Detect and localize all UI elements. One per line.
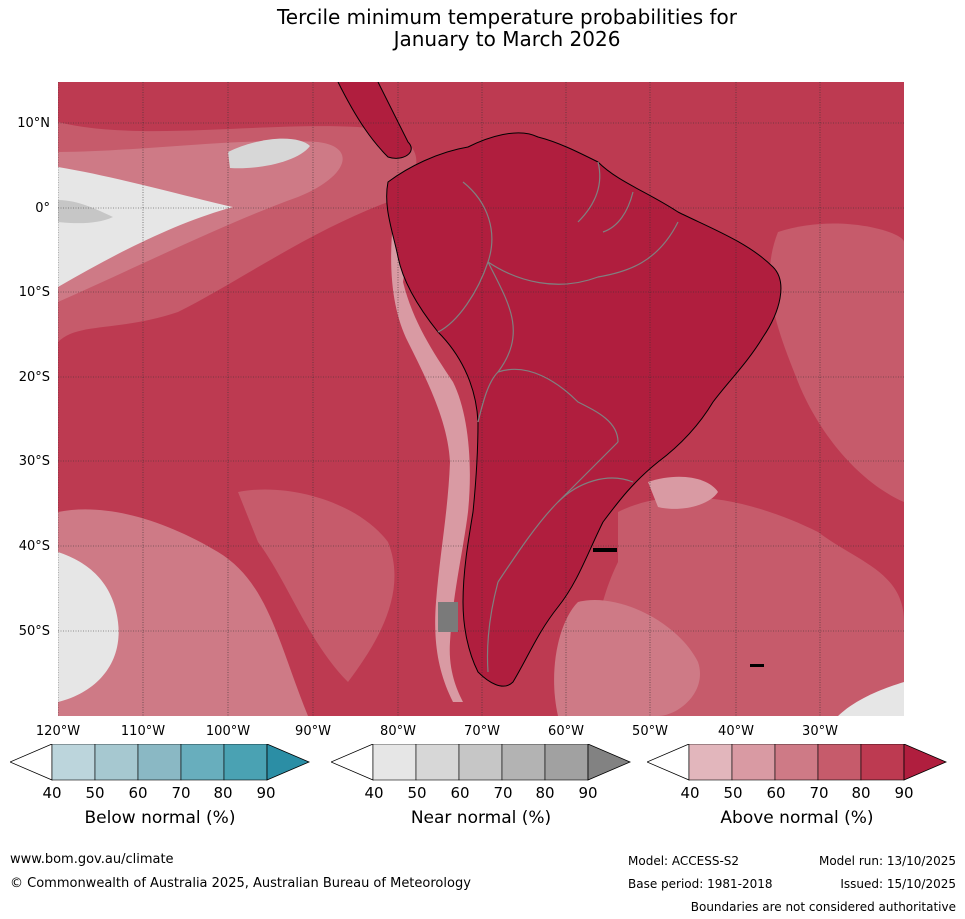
- probability-map: [58, 82, 904, 716]
- colorbar-near-tick: 50: [407, 784, 427, 802]
- colorbar-swatch: [544, 743, 589, 781]
- pacific-band-60: [58, 140, 343, 302]
- colorbar-swatch: [774, 743, 819, 781]
- brazil-coast-60: [648, 476, 718, 509]
- colorbar-above-tick: 70: [809, 784, 829, 802]
- colorbar-swatch: [860, 743, 905, 781]
- copyright: © Commonwealth of Australia 2025, Austra…: [10, 876, 471, 891]
- lon-label-30w: 30°W: [802, 724, 838, 739]
- model-name: Model: ACCESS-S2: [628, 854, 740, 868]
- lat-label-30s: 30°S: [18, 454, 50, 469]
- lat-label-20s: 20°S: [18, 370, 50, 385]
- map-canvas: [58, 82, 904, 716]
- colorbar-above-normal: [645, 743, 948, 786]
- lon-label-100w: 100°W: [205, 724, 251, 739]
- colorbar-under-arrow: [8, 743, 53, 781]
- lon-label-60w: 60°W: [548, 724, 584, 739]
- colorbar-swatch: [415, 743, 460, 781]
- colorbar-over-arrow: [266, 743, 311, 781]
- colorbar-near-normal-title: Near normal (%): [410, 808, 552, 828]
- east-atlantic-70: [769, 223, 904, 502]
- colorbar-near-tick: 80: [535, 784, 555, 802]
- colorbar-over-arrow: [587, 743, 632, 781]
- colorbar-below-normal-title: Below normal (%): [84, 808, 236, 828]
- far-southeast-near-normal: [838, 682, 904, 716]
- lat-label-10s: 10°S: [18, 285, 50, 300]
- country-borders: [437, 161, 679, 673]
- colorbar-above-tick: 60: [766, 784, 786, 802]
- islands: [438, 548, 764, 667]
- chart-title: Tercile minimum temperature probabilitie…: [0, 6, 965, 50]
- south-pacific-60: [58, 509, 308, 716]
- lon-label-40w: 40°W: [718, 724, 754, 739]
- colorbar-below-tick: 50: [85, 784, 105, 802]
- central-america-landmass: [338, 82, 412, 159]
- graticule: [58, 82, 904, 716]
- colorbar-below-tick: 60: [128, 784, 148, 802]
- colorbar-above-normal-title: Above normal (%): [720, 808, 874, 828]
- model-run: Model run: 13/10/2025: [818, 854, 956, 868]
- chile-fjords-near-normal: [438, 602, 458, 632]
- colorbar-swatch: [51, 743, 96, 781]
- colorbar-swatch: [688, 743, 733, 781]
- andes-lighter-strip: [391, 222, 470, 702]
- central-america-coastline: [337, 82, 412, 159]
- lat-label-50s: 50°S: [18, 624, 50, 639]
- south-pacific-near-normal: [58, 552, 119, 702]
- colorbar-above-tick: 40: [680, 784, 700, 802]
- colorbar-swatch: [137, 743, 182, 781]
- lon-label-80w: 80°W: [380, 724, 416, 739]
- colorbar-over-arrow: [903, 743, 948, 781]
- colorbar-swatch: [94, 743, 139, 781]
- lat-label-0: 0°: [35, 201, 50, 216]
- pacific-near-normal-tongue: [58, 167, 233, 287]
- colorbar-below-normal-swatches: [8, 743, 311, 781]
- south-georgia: [750, 664, 764, 667]
- boundaries-disclaimer: Boundaries are not considered authoritat…: [690, 900, 956, 914]
- colorbar-under-arrow: [329, 743, 374, 781]
- colorbar-swatch: [817, 743, 862, 781]
- colorbar-near-tick: 60: [450, 784, 470, 802]
- lon-label-90w: 90°W: [295, 724, 331, 739]
- colorbar-above-normal-swatches: [645, 743, 948, 781]
- colorbar-near-tick: 90: [578, 784, 598, 802]
- colorbar-under-arrow: [645, 743, 690, 781]
- colorbar-swatch: [223, 743, 268, 781]
- colorbar-below-tick: 40: [42, 784, 62, 802]
- lat-label-10n: 10°N: [17, 116, 50, 131]
- colorbar-below-tick: 90: [256, 784, 276, 802]
- south-pacific-70: [238, 489, 395, 682]
- colorbar-below-normal: [8, 743, 311, 786]
- pacific-light-patch: [228, 138, 310, 169]
- colorbar-above-tick: 80: [851, 784, 871, 802]
- issued-date: Issued: 15/10/2025: [840, 877, 956, 891]
- website-link[interactable]: www.bom.gov.au/climate: [10, 852, 174, 867]
- colorbar-below-tick: 70: [171, 784, 191, 802]
- colorbar-below-tick: 80: [213, 784, 233, 802]
- colorbar-near-tick: 40: [364, 784, 384, 802]
- title-line-2: January to March 2026: [393, 27, 621, 51]
- colorbar-swatch: [180, 743, 225, 781]
- title-line-1: Tercile minimum temperature probabilitie…: [276, 5, 738, 29]
- south-atlantic-60: [554, 600, 700, 716]
- falkland-islands: [593, 548, 617, 552]
- colorbar-swatch: [372, 743, 417, 781]
- base-period: Base period: 1981-2018: [628, 877, 773, 891]
- pacific-near-normal-core: [58, 200, 113, 224]
- colorbar-above-tick: 50: [723, 784, 743, 802]
- lon-label-110w: 110°W: [120, 724, 166, 739]
- colorbar-swatch: [731, 743, 776, 781]
- colorbar-swatch: [458, 743, 503, 781]
- lon-label-50w: 50°W: [632, 724, 668, 739]
- colorbar-near-normal-swatches: [329, 743, 632, 781]
- colorbar-swatch: [501, 743, 546, 781]
- colorbar-near-tick: 70: [493, 784, 513, 802]
- colorbar-above-tick: 90: [894, 784, 914, 802]
- lat-label-40s: 40°S: [18, 539, 50, 554]
- colorbar-near-normal: [329, 743, 632, 786]
- lon-label-70w: 70°W: [464, 724, 500, 739]
- lon-label-120w: 120°W: [35, 724, 81, 739]
